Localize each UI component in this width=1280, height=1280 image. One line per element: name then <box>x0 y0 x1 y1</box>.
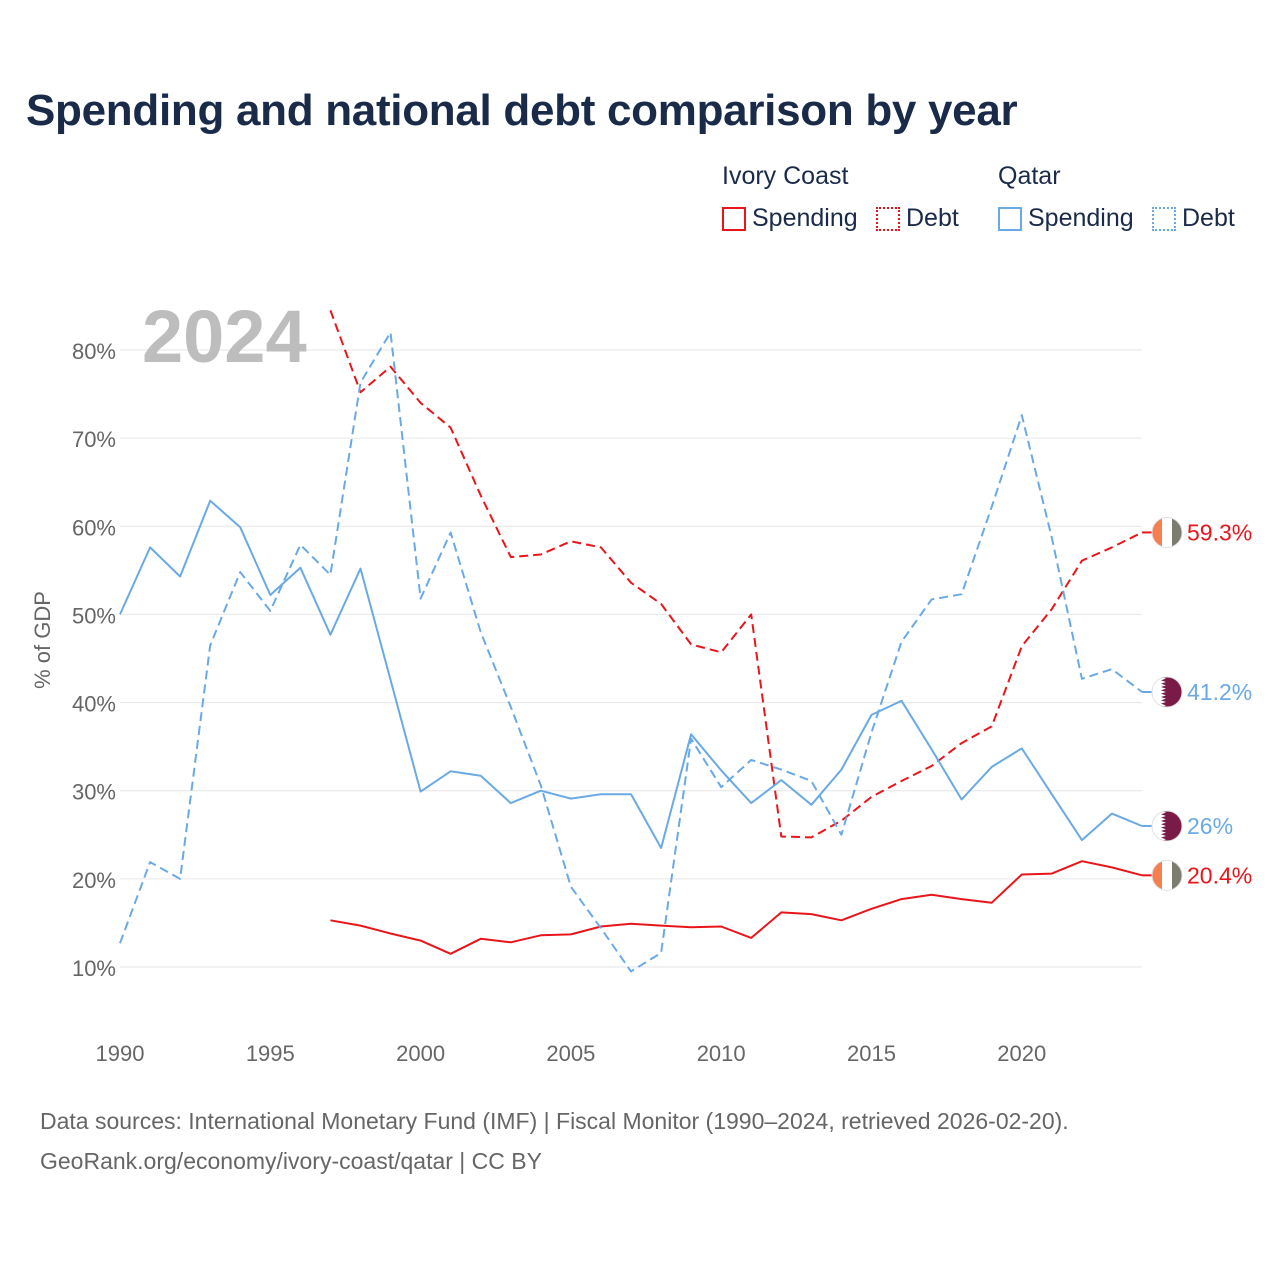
legend-item-qatar-spending[interactable]: Spending <box>998 204 1134 233</box>
ivory-coast-flag-icon <box>1152 860 1182 891</box>
chart-title: Spending and national debt comparison by… <box>26 86 1018 135</box>
flag-outline <box>1151 676 1183 708</box>
qatar-flag-icon <box>1152 810 1182 841</box>
legend-item-ivory-coast-debt[interactable]: Debt <box>876 204 959 233</box>
y-tick-label: 10% <box>72 956 116 981</box>
x-tick-label: 1995 <box>246 1041 295 1066</box>
x-tick-label: 2010 <box>697 1041 746 1066</box>
legend-item-ivory-coast-spending[interactable]: Spending <box>722 204 858 233</box>
legend-swatch-solid-icon <box>722 206 746 231</box>
end-label-qatar-spending: 26% <box>1187 813 1233 839</box>
y-tick-label: 80% <box>72 339 116 364</box>
legend-group-qatar: Qatar <box>998 162 1061 190</box>
series-line-ivory-coast-spending <box>330 860 1143 955</box>
series-line-qatar-spending <box>119 499 1143 849</box>
flag-outline <box>1151 516 1183 548</box>
legend-label: Debt <box>906 204 959 232</box>
legend-label: Spending <box>1028 204 1134 232</box>
x-tick-label: 2005 <box>546 1041 595 1066</box>
attribution-link[interactable]: GeoRank.org/economy/ivory-coast/qatar | … <box>40 1148 542 1174</box>
end-label-qatar-debt: 41.2% <box>1187 679 1252 705</box>
x-tick-label: 2000 <box>396 1041 445 1066</box>
series-line-ivory-coast-debt <box>329 309 1143 839</box>
end-label-ivory-coast-debt: 59.3% <box>1187 519 1252 545</box>
flag-outline <box>1151 810 1183 842</box>
year-watermark: 2024 <box>142 295 307 378</box>
qatar-flag-icon <box>1152 676 1182 707</box>
legend-item-qatar-debt[interactable]: Debt <box>1152 204 1235 233</box>
y-tick-label: 60% <box>72 515 116 540</box>
ivory-coast-flag-icon <box>1152 517 1182 548</box>
legend-label: Spending <box>752 204 858 232</box>
legend-swatch-solid-icon <box>998 206 1022 231</box>
legend-swatch-dotted-icon <box>1152 206 1176 231</box>
series-line-qatar-debt <box>119 331 1143 973</box>
legend-swatch-dotted-icon <box>876 206 900 231</box>
legend-group-ivory-coast: Ivory Coast <box>722 162 849 190</box>
legend-label: Debt <box>1182 204 1235 232</box>
x-tick-label: 2015 <box>847 1041 896 1066</box>
y-tick-label: 40% <box>72 692 116 717</box>
x-tick-label: 2020 <box>997 1041 1046 1066</box>
y-tick-label: 20% <box>72 868 116 893</box>
y-tick-label: 70% <box>72 427 116 452</box>
flag-outline <box>1151 859 1183 891</box>
data-sources-note: Data sources: International Monetary Fun… <box>40 1108 1069 1134</box>
x-tick-label: 1990 <box>96 1041 145 1066</box>
y-tick-label: 30% <box>72 780 116 805</box>
y-axis-title: % of GDP <box>30 591 55 689</box>
y-tick-label: 50% <box>72 603 116 628</box>
end-label-ivory-coast-spending: 20.4% <box>1187 862 1252 888</box>
